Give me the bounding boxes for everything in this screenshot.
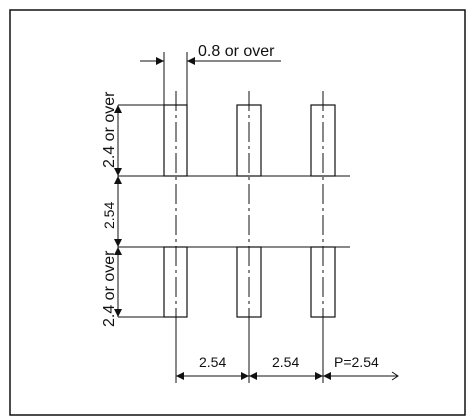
bottom-pad-height-label: 2.4 or over <box>101 250 118 327</box>
pad-grid <box>163 91 336 336</box>
top-pad-height-label: 2.4 or over <box>101 91 118 168</box>
left-vertical-dimensions: 2.4 or over 2.54 2.4 or over <box>101 91 350 327</box>
pitch-dimensions: 2.54 2.54 P=2.54 <box>175 317 399 383</box>
row-gap-label: 2.54 <box>101 202 117 229</box>
outer-border <box>9 9 466 416</box>
pitch-label-3: P=2.54 <box>334 354 379 370</box>
pitch-label-1: 2.54 <box>199 354 226 370</box>
pad-top-1 <box>163 104 188 177</box>
pad-top-3 <box>310 104 336 177</box>
top-width-dimension: 0.8 or over <box>140 43 281 105</box>
pitch-label-2: 2.54 <box>272 354 299 370</box>
pad-top-2 <box>236 104 262 177</box>
top-width-label: 0.8 or over <box>198 43 275 60</box>
